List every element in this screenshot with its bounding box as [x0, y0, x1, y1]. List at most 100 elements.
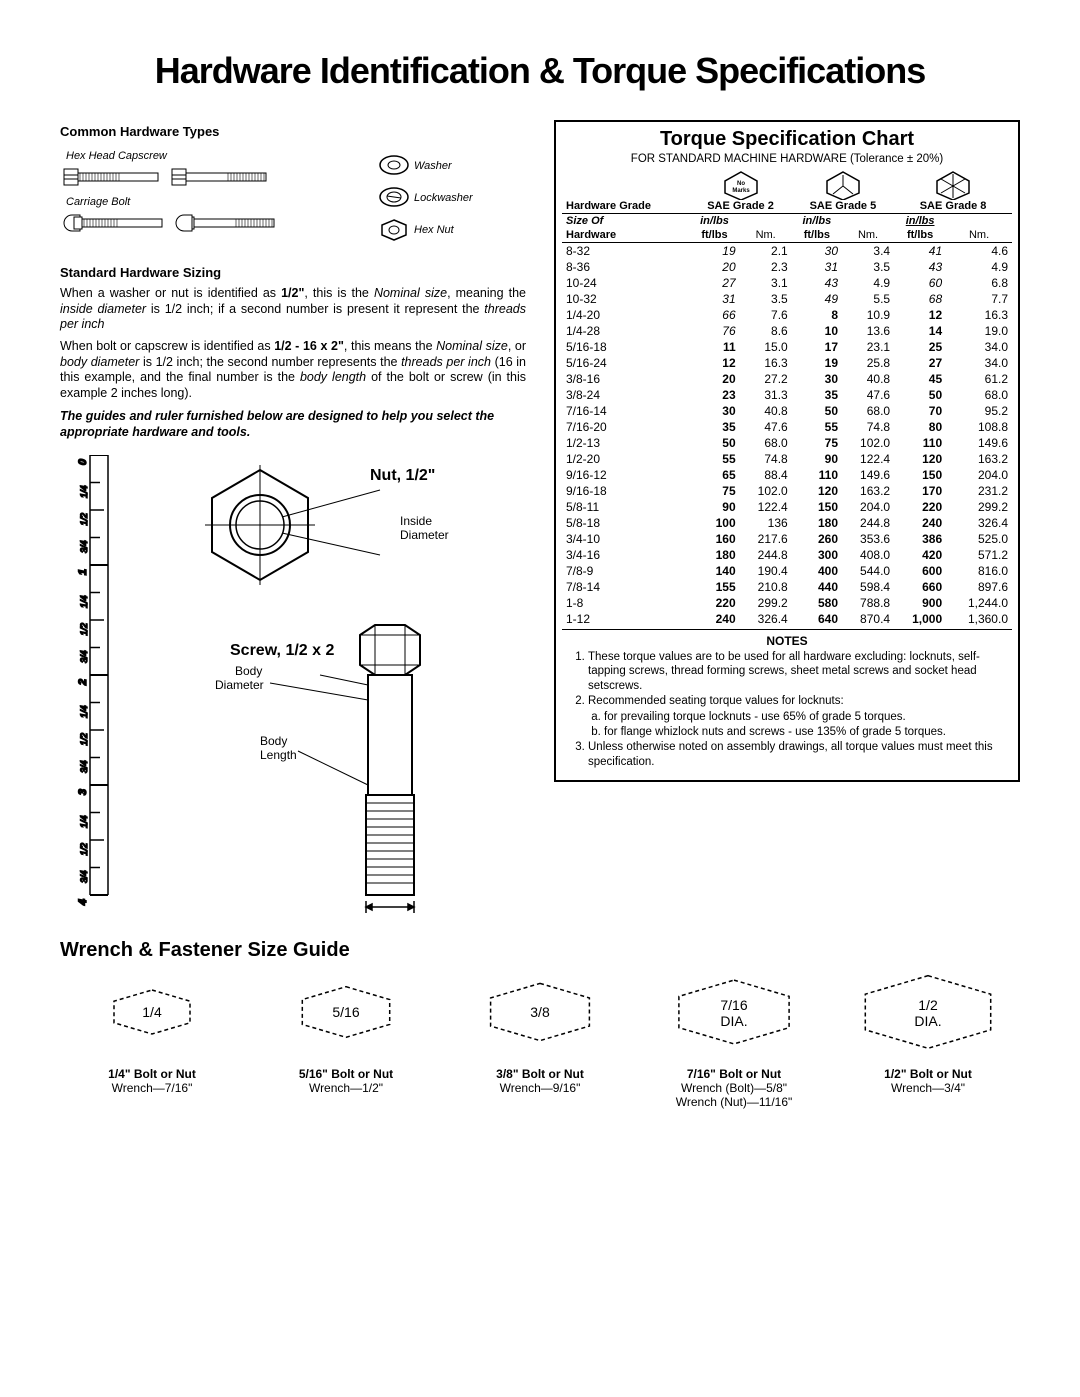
wrench-item: 1/4 1/4" Bolt or NutWrench—7/16" — [60, 972, 244, 1109]
table-row: 7/8-9140190.4400544.0600816.0 — [562, 563, 1012, 579]
note-3: Unless otherwise noted on assembly drawi… — [588, 740, 1008, 769]
table-row: 3/4-16180244.8300408.0420571.2 — [562, 547, 1012, 563]
svg-text:DIA.: DIA. — [720, 1013, 747, 1029]
table-row: 5/8-18100136180244.8240326.4 — [562, 515, 1012, 531]
table-row: 7/16-143040.85068.07095.2 — [562, 403, 1012, 419]
page-title: Hardware Identification & Torque Specifi… — [60, 50, 1020, 92]
hex-head-label: Hex Head Capscrew — [66, 150, 168, 162]
svg-text:1/4: 1/4 — [79, 705, 89, 718]
svg-text:1/4: 1/4 — [79, 815, 89, 828]
table-row: 1/2-135068.075102.0110149.6 — [562, 435, 1012, 451]
svg-text:7/16: 7/16 — [720, 997, 747, 1013]
table-row: 1/4-20667.6810.91216.3 — [562, 307, 1012, 323]
table-row: 8-36202.3313.5434.9 — [562, 259, 1012, 275]
note-2a: for prevailing torque locknuts - use 65%… — [604, 710, 1008, 724]
svg-text:Body: Body — [260, 734, 287, 748]
chart-subtitle: FOR STANDARD MACHINE HARDWARE (Tolerance… — [562, 153, 1012, 165]
torque-table: Hardware Grade NoMarks SAE Grade 2 SAE — [562, 169, 1012, 630]
washer-icon: Washer — [380, 156, 453, 174]
svg-text:1/4: 1/4 — [79, 595, 89, 608]
common-hardware-types: Common Hardware Types Hex Head Capscrew — [60, 124, 526, 255]
table-row: 5/16-241216.31925.82734.0 — [562, 355, 1012, 371]
note-1: These torque values are to be used for a… — [588, 650, 1008, 693]
wrench-item-title: 7/16" Bolt or Nut — [642, 1067, 826, 1081]
wrench-item-size-2: Wrench (Nut)—11/16" — [642, 1095, 826, 1109]
wrench-item-title: 1/4" Bolt or Nut — [60, 1067, 244, 1081]
table-row: 7/16-203547.65574.880108.8 — [562, 419, 1012, 435]
wrench-item: 1/2 DIA. 1/2" Bolt or NutWrench—3/4" — [836, 972, 1020, 1109]
wrench-guide: Wrench & Fastener Size Guide 1/4 1/4" Bo… — [60, 939, 1020, 1109]
svg-text:Length: Length — [260, 748, 297, 762]
wrench-item-size: Wrench—1/2" — [254, 1081, 438, 1095]
notes-list: These torque values are to be used for a… — [578, 650, 1012, 769]
hex-icon: 3/8 — [483, 972, 597, 1052]
svg-text:3/8: 3/8 — [530, 1004, 550, 1020]
hex-icon: 7/16 DIA. — [671, 972, 797, 1052]
table-row: 1-12240326.4640870.41,0001,360.0 — [562, 611, 1012, 630]
notes-title: NOTES — [562, 634, 1012, 648]
wrench-item-title: 5/16" Bolt or Nut — [254, 1067, 438, 1081]
svg-text:3/4: 3/4 — [79, 540, 89, 553]
svg-text:1/2: 1/2 — [79, 513, 89, 526]
svg-text:Screw, 1/2 x 2: Screw, 1/2 x 2 — [230, 642, 334, 659]
table-row: 1-8220299.2580788.89001,244.0 — [562, 595, 1012, 611]
wrench-item-size: Wrench—3/4" — [836, 1081, 1020, 1095]
wrench-item-title: 3/8" Bolt or Nut — [448, 1067, 632, 1081]
svg-text:2: 2 — [77, 679, 89, 686]
svg-text:Lockwasher: Lockwasher — [414, 192, 474, 204]
carriage-label: Carriage Bolt — [66, 196, 131, 208]
svg-text:1/2: 1/2 — [79, 733, 89, 746]
lockwasher-icon: Lockwasher — [380, 188, 474, 206]
svg-text:Washer: Washer — [414, 160, 453, 172]
table-row: 3/8-162027.23040.84561.2 — [562, 371, 1012, 387]
right-column: Torque Specification Chart FOR STANDARD … — [554, 120, 1020, 915]
table-row: 5/8-1190122.4150204.0220299.2 — [562, 499, 1012, 515]
svg-text:1/4: 1/4 — [79, 485, 89, 498]
svg-text:4: 4 — [77, 899, 89, 906]
svg-text:1/4: 1/4 — [142, 1004, 162, 1020]
wrench-item: 7/16 DIA. 7/16" Bolt or NutWrench (Bolt)… — [642, 972, 826, 1109]
sizing-para-1: When a washer or nut is identified as 1/… — [60, 286, 526, 333]
svg-text:Hex Nut: Hex Nut — [414, 224, 455, 236]
svg-text:1/2: 1/2 — [918, 997, 938, 1013]
svg-text:Diameter: Diameter — [400, 528, 449, 542]
svg-text:0: 0 — [77, 458, 89, 465]
table-row: 9/16-126588.4110149.6150204.0 — [562, 467, 1012, 483]
hex-icon: 1/4 — [107, 972, 197, 1052]
note-2b: for flange whizlock nuts and screws - us… — [604, 725, 1008, 739]
table-row: 7/8-14155210.8440598.4660897.6 — [562, 579, 1012, 595]
chart-title: Torque Specification Chart — [562, 128, 1012, 151]
svg-text:Nut, 1/2": Nut, 1/2" — [370, 467, 435, 484]
wrench-title: Wrench & Fastener Size Guide — [60, 939, 1020, 962]
svg-text:1/2: 1/2 — [79, 843, 89, 856]
svg-text:3/4: 3/4 — [79, 760, 89, 773]
table-row: 3/4-10160217.6260353.6386525.0 — [562, 531, 1012, 547]
wrench-item-title: 1/2" Bolt or Nut — [836, 1067, 1020, 1081]
hexnut-icon: Hex Nut — [382, 220, 455, 240]
ruler-diagram: 01/41/23/411/41/23/421/41/23/431/41/23/4… — [60, 455, 526, 915]
wrench-item: 5/16 5/16" Bolt or NutWrench—1/2" — [254, 972, 438, 1109]
svg-text:DIA.: DIA. — [914, 1013, 941, 1029]
svg-text:Marks: Marks — [732, 188, 750, 194]
svg-text:3: 3 — [77, 789, 89, 795]
table-row: 3/8-242331.33547.65068.0 — [562, 387, 1012, 403]
table-row: 10-32313.5495.5687.7 — [562, 291, 1012, 307]
svg-text:1: 1 — [77, 569, 89, 575]
svg-text:3/4: 3/4 — [79, 650, 89, 663]
svg-text:3/4: 3/4 — [79, 870, 89, 883]
wrench-item: 3/8 3/8" Bolt or NutWrench—9/16" — [448, 972, 632, 1109]
svg-text:Diameter: Diameter — [215, 678, 264, 692]
hardware-types-illustration: Hex Head Capscrew — [60, 145, 500, 255]
hex-icon: 1/2 DIA. — [857, 972, 999, 1052]
std-sizing-title: Standard Hardware Sizing — [60, 265, 526, 280]
wrench-item-size: Wrench—7/16" — [60, 1081, 244, 1095]
left-column: Common Hardware Types Hex Head Capscrew — [60, 120, 526, 915]
table-row: 5/16-181115.01723.12534.0 — [562, 339, 1012, 355]
nut-diagram — [205, 465, 380, 585]
torque-chart: Torque Specification Chart FOR STANDARD … — [554, 120, 1020, 782]
hex-icon: 5/16 — [295, 972, 397, 1052]
wrench-item-size: Wrench (Bolt)—5/8" — [642, 1081, 826, 1095]
svg-text:No: No — [737, 181, 745, 187]
wrench-item-size: Wrench—9/16" — [448, 1081, 632, 1095]
note-2: Recommended seating torque values for lo… — [588, 694, 1008, 739]
